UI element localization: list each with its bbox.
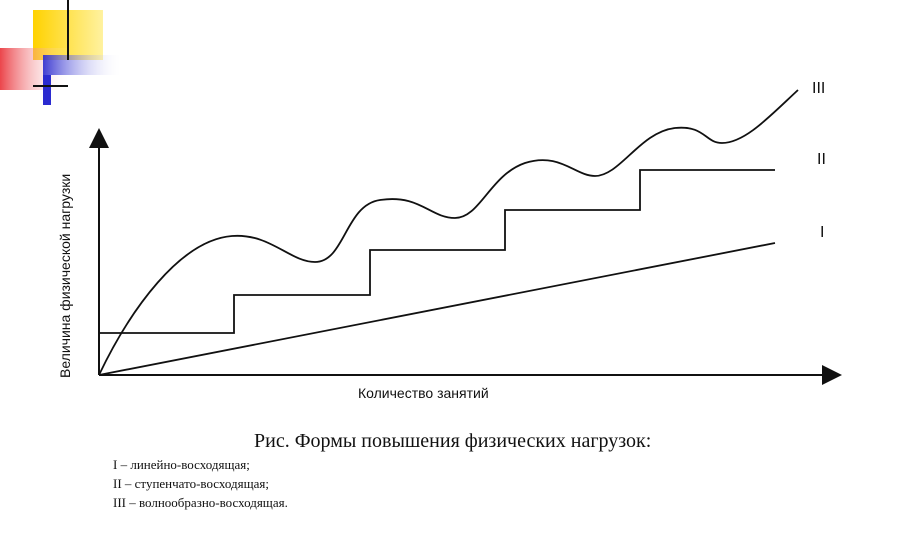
series-linear-line bbox=[98, 242, 776, 376]
legend-item-linear: I – линейно-восходящая; bbox=[113, 457, 250, 472]
series-label-wave: III bbox=[812, 80, 825, 97]
corner-decoration bbox=[0, 0, 123, 105]
legend-item-wave: III – волнообразно-восходящая. bbox=[113, 495, 288, 510]
series-stepped-line bbox=[99, 169, 775, 334]
deco-blue-bar bbox=[43, 55, 123, 75]
x-axis-label: Количество занятий bbox=[358, 385, 489, 401]
legend-item-stepped: II – ступенчато-восходящая; bbox=[113, 476, 269, 491]
series-wave-line bbox=[98, 89, 799, 376]
series-label-linear: I bbox=[820, 224, 824, 241]
figure-caption: Рис. Формы повышения физических нагрузок… bbox=[254, 430, 652, 452]
series-label-stepped: II bbox=[817, 151, 826, 168]
y-axis-label: Величина физической нагрузки bbox=[57, 174, 73, 378]
caption-legend: I – линейно-восходящая; II – ступенчато-… bbox=[113, 455, 288, 512]
deco-blue-stem bbox=[43, 75, 51, 105]
